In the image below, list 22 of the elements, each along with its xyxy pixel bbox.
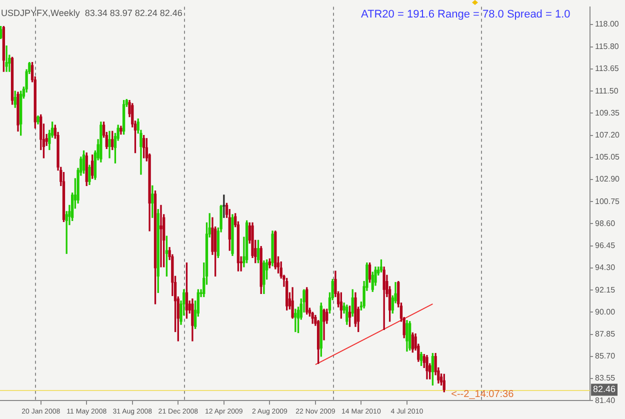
y-tick-label: 98.60 <box>595 218 616 228</box>
y-tick-label: 92.15 <box>595 285 616 294</box>
y-tick-label: 109.35 <box>595 108 620 118</box>
y-tick-label: 102.90 <box>595 174 620 184</box>
y-tick-label: 113.65 <box>595 64 620 74</box>
y-tick-label: 118.00 <box>595 19 620 28</box>
y-tick-label: 100.75 <box>595 196 620 206</box>
y-tick-label: 111.50 <box>595 86 619 96</box>
annotation: ATR20 = 191.6 Range = 78.0 Spread = 1.0 <box>361 8 570 20</box>
y-tick-label: 115.80 <box>595 42 620 52</box>
ref-line-label: 82.46 <box>593 384 616 394</box>
chart-title: USDJPYFX,Weekly 83.34 83.97 82.24 82.46 <box>1 8 182 18</box>
y-tick-label: 107.20 <box>595 130 620 140</box>
annotation: <--2_14:07:36 <box>451 389 514 400</box>
y-tick-label: 87.85 <box>595 329 616 338</box>
y-tick-label: 96.45 <box>595 241 616 250</box>
y-tick-label: 94.30 <box>595 263 616 272</box>
y-tick-label: 83.55 <box>595 374 616 383</box>
y-tick-label: 85.70 <box>595 352 616 361</box>
y-tick-label: 105.05 <box>595 152 620 162</box>
y-tick-label: 81.40 <box>595 396 616 405</box>
y-tick-label: 90.00 <box>595 307 616 316</box>
